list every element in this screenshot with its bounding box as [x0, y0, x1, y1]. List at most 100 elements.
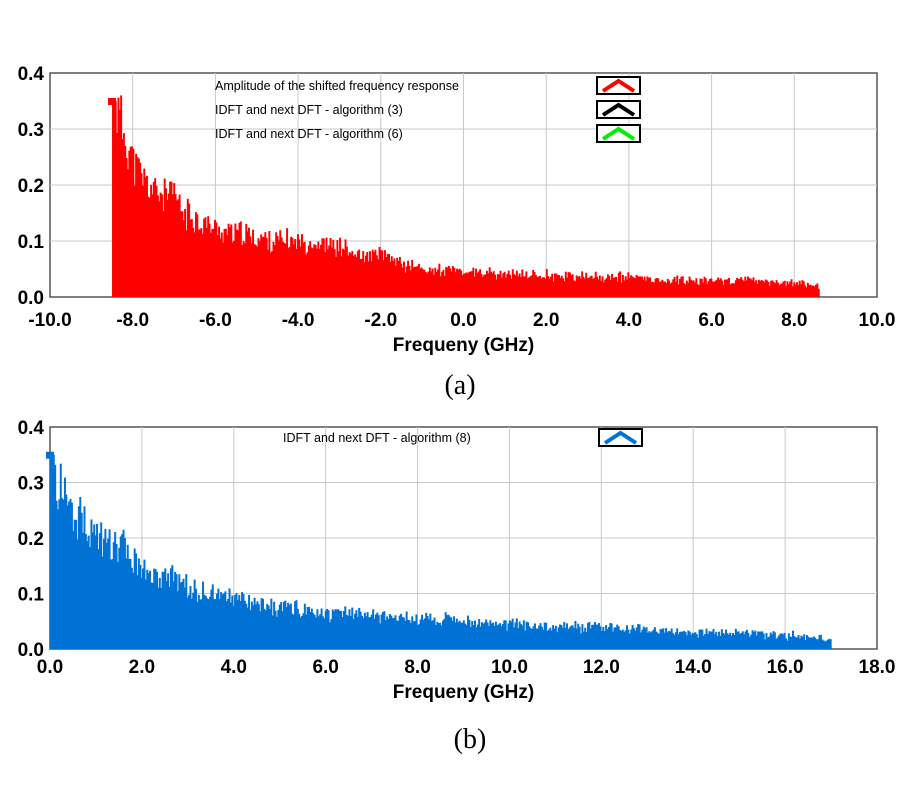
data-bar [771, 280, 774, 297]
data-bar [772, 631, 775, 649]
data-bar [669, 631, 672, 649]
x-tick-label: 6.0 [312, 657, 338, 678]
data-bar [301, 234, 303, 297]
data-bar [379, 250, 382, 297]
data-bar [764, 279, 767, 297]
data-bar [124, 145, 127, 297]
data-bar [651, 281, 654, 297]
data-bar [490, 623, 493, 649]
data-bar [203, 594, 206, 649]
data-bar [359, 258, 362, 297]
data-bar [369, 617, 372, 649]
x-tick-label: 12.0 [583, 657, 620, 678]
data-bar [461, 275, 464, 297]
data-bar [615, 276, 618, 297]
data-bar [467, 615, 470, 649]
data-bar [344, 239, 347, 297]
data-bar [418, 624, 421, 649]
x-tick-label: -2.0 [364, 310, 397, 331]
data-bar [582, 276, 585, 297]
data-bar [234, 594, 237, 649]
data-bar [719, 635, 722, 649]
data-bar [445, 266, 448, 297]
data-bar [650, 281, 653, 297]
data-bar [465, 272, 468, 297]
data-bar [634, 278, 637, 297]
legend-label: IDFT and next DFT - algorithm (8) [283, 431, 471, 445]
data-bar [674, 281, 677, 297]
data-bar [787, 633, 790, 649]
figure-caption: (b) [454, 724, 487, 755]
data-bar [132, 572, 135, 649]
data-bar [125, 157, 128, 297]
data-bar [559, 624, 562, 649]
data-bar [146, 569, 149, 649]
data-bar [225, 601, 228, 649]
data-bar [190, 598, 193, 649]
data-bar [588, 621, 591, 649]
data-bar [79, 497, 82, 649]
data-bar [218, 598, 221, 649]
data-bar [315, 248, 318, 297]
data-bar [291, 613, 294, 649]
data-bar [483, 274, 486, 297]
data-bar [483, 622, 486, 649]
data-bar [584, 627, 587, 649]
data-bar [371, 249, 374, 297]
y-tick-label: 0.3 [18, 120, 44, 141]
data-bar [658, 282, 661, 297]
data-bar [782, 634, 785, 649]
x-tick-label: 0.0 [37, 657, 63, 678]
data-bar [485, 619, 488, 649]
data-bar [529, 276, 532, 297]
data-bar [154, 569, 157, 649]
data-bar [639, 632, 642, 649]
data-bar [775, 280, 778, 297]
data-bar [207, 216, 210, 297]
data-bar [330, 619, 333, 649]
data-bar [204, 595, 207, 649]
data-bar [279, 230, 282, 297]
data-bar [288, 246, 291, 297]
data-bar [68, 501, 71, 649]
data-bar [172, 581, 175, 649]
data-bar [364, 255, 367, 297]
data-bar [443, 275, 446, 297]
data-bar [363, 262, 366, 297]
data-bar [568, 627, 571, 649]
data-bar [425, 612, 428, 649]
data-bar [407, 260, 410, 297]
data-bar [765, 633, 768, 649]
data-bar [193, 232, 196, 297]
data-bar [517, 628, 520, 649]
data-bar [679, 278, 682, 297]
data-bar [465, 625, 468, 649]
data-bar [352, 618, 355, 649]
data-bar [691, 632, 694, 649]
data-bar [63, 477, 66, 649]
data-bar [144, 177, 147, 297]
data-bar [561, 627, 564, 649]
data-bar [182, 578, 185, 649]
data-bar [694, 282, 696, 297]
data-bar [542, 629, 545, 649]
data-bar [560, 625, 563, 649]
data-bar [624, 630, 627, 649]
data-bar [100, 522, 103, 649]
data-bar [619, 629, 622, 649]
data-bar [224, 228, 227, 297]
data-bar [732, 632, 735, 649]
data-bar [66, 505, 69, 649]
data-bar [770, 280, 773, 297]
data-bar [434, 267, 437, 297]
data-bar [419, 619, 422, 649]
data-bar [533, 272, 536, 297]
data-bar [254, 244, 257, 297]
data-bar [165, 581, 168, 649]
data-bar [328, 245, 331, 297]
data-bar [568, 272, 571, 297]
data-bar [109, 559, 112, 649]
data-bar [269, 252, 272, 297]
data-bar [722, 285, 725, 297]
data-bar [186, 597, 189, 649]
